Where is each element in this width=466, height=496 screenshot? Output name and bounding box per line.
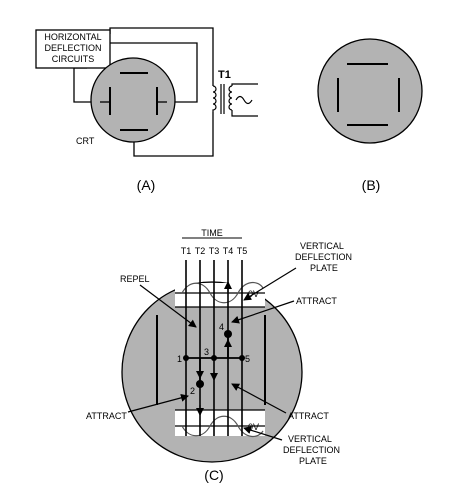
force-arrows bbox=[196, 281, 232, 416]
bottom-plate-label-line2: DEFLECTION bbox=[283, 445, 340, 455]
panel-b: (B) bbox=[317, 38, 423, 193]
sine-source-icon bbox=[235, 95, 253, 105]
beam-point-2 bbox=[196, 380, 204, 388]
caption-b: (B) bbox=[362, 177, 381, 193]
top-sine-wave bbox=[181, 282, 264, 304]
time-mark-t4: T4 bbox=[223, 246, 234, 256]
attract-label-right: ATTRACT bbox=[288, 411, 329, 421]
top-plate-label-line3: PLATE bbox=[310, 263, 338, 273]
point-label-4: 4 bbox=[219, 322, 224, 332]
crt-face-b bbox=[317, 38, 423, 144]
bottom-plate-label-line3: PLATE bbox=[299, 456, 327, 466]
crt-label: CRT bbox=[76, 136, 95, 146]
panel-a: HORIZONTAL DEFLECTION CIRCUITS CRT T1 (A… bbox=[35, 27, 258, 193]
time-mark-t5: T5 bbox=[237, 246, 248, 256]
beam-point-5 bbox=[239, 355, 245, 361]
beam-point-3 bbox=[211, 355, 217, 361]
zero-volt-bottom: 0V bbox=[248, 422, 259, 432]
bottom-plate-lines bbox=[175, 409, 265, 427]
transformer-label: T1 bbox=[218, 69, 231, 81]
box-label-line2: DEFLECTION bbox=[44, 43, 101, 53]
beam-point-1 bbox=[183, 355, 189, 361]
attract-label-top: ATTRACT bbox=[296, 296, 337, 306]
time-mark-t1: T1 bbox=[181, 246, 192, 256]
caption-a: (A) bbox=[137, 177, 156, 193]
crt-face-a bbox=[90, 57, 176, 143]
deflection-circuits-box bbox=[35, 29, 111, 69]
panel-c: TIME T1 T2 T3 T4 T5 0V 0V 1 2 3 4 bbox=[86, 228, 352, 483]
point-label-1: 1 bbox=[177, 354, 182, 364]
time-mark-t2: T2 bbox=[195, 246, 206, 256]
time-mark-t3: T3 bbox=[209, 246, 220, 256]
callout-leaders bbox=[127, 267, 297, 441]
bottom-plate-label-line1: VERTICAL bbox=[288, 434, 332, 444]
time-label: TIME bbox=[201, 228, 223, 238]
repel-label: REPEL bbox=[120, 274, 150, 284]
point-label-2: 2 bbox=[190, 386, 195, 396]
beam-point-4 bbox=[224, 330, 232, 338]
crt-plates-b bbox=[337, 63, 400, 126]
crt-plates-a bbox=[109, 72, 158, 131]
crt-plates-c bbox=[156, 315, 266, 405]
point-label-5: 5 bbox=[245, 354, 250, 364]
transformer bbox=[212, 83, 258, 117]
box-label-line1: HORIZONTAL bbox=[44, 32, 101, 42]
caption-c: (C) bbox=[204, 467, 223, 483]
bottom-sine-wave bbox=[181, 415, 264, 437]
box-label-line3: CIRCUITS bbox=[52, 54, 95, 64]
point-label-3: 3 bbox=[204, 347, 209, 357]
top-plate-label-line1: VERTICAL bbox=[300, 241, 344, 251]
attract-label-left: ATTRACT bbox=[86, 411, 127, 421]
top-plate-label-line2: DEFLECTION bbox=[295, 252, 352, 262]
